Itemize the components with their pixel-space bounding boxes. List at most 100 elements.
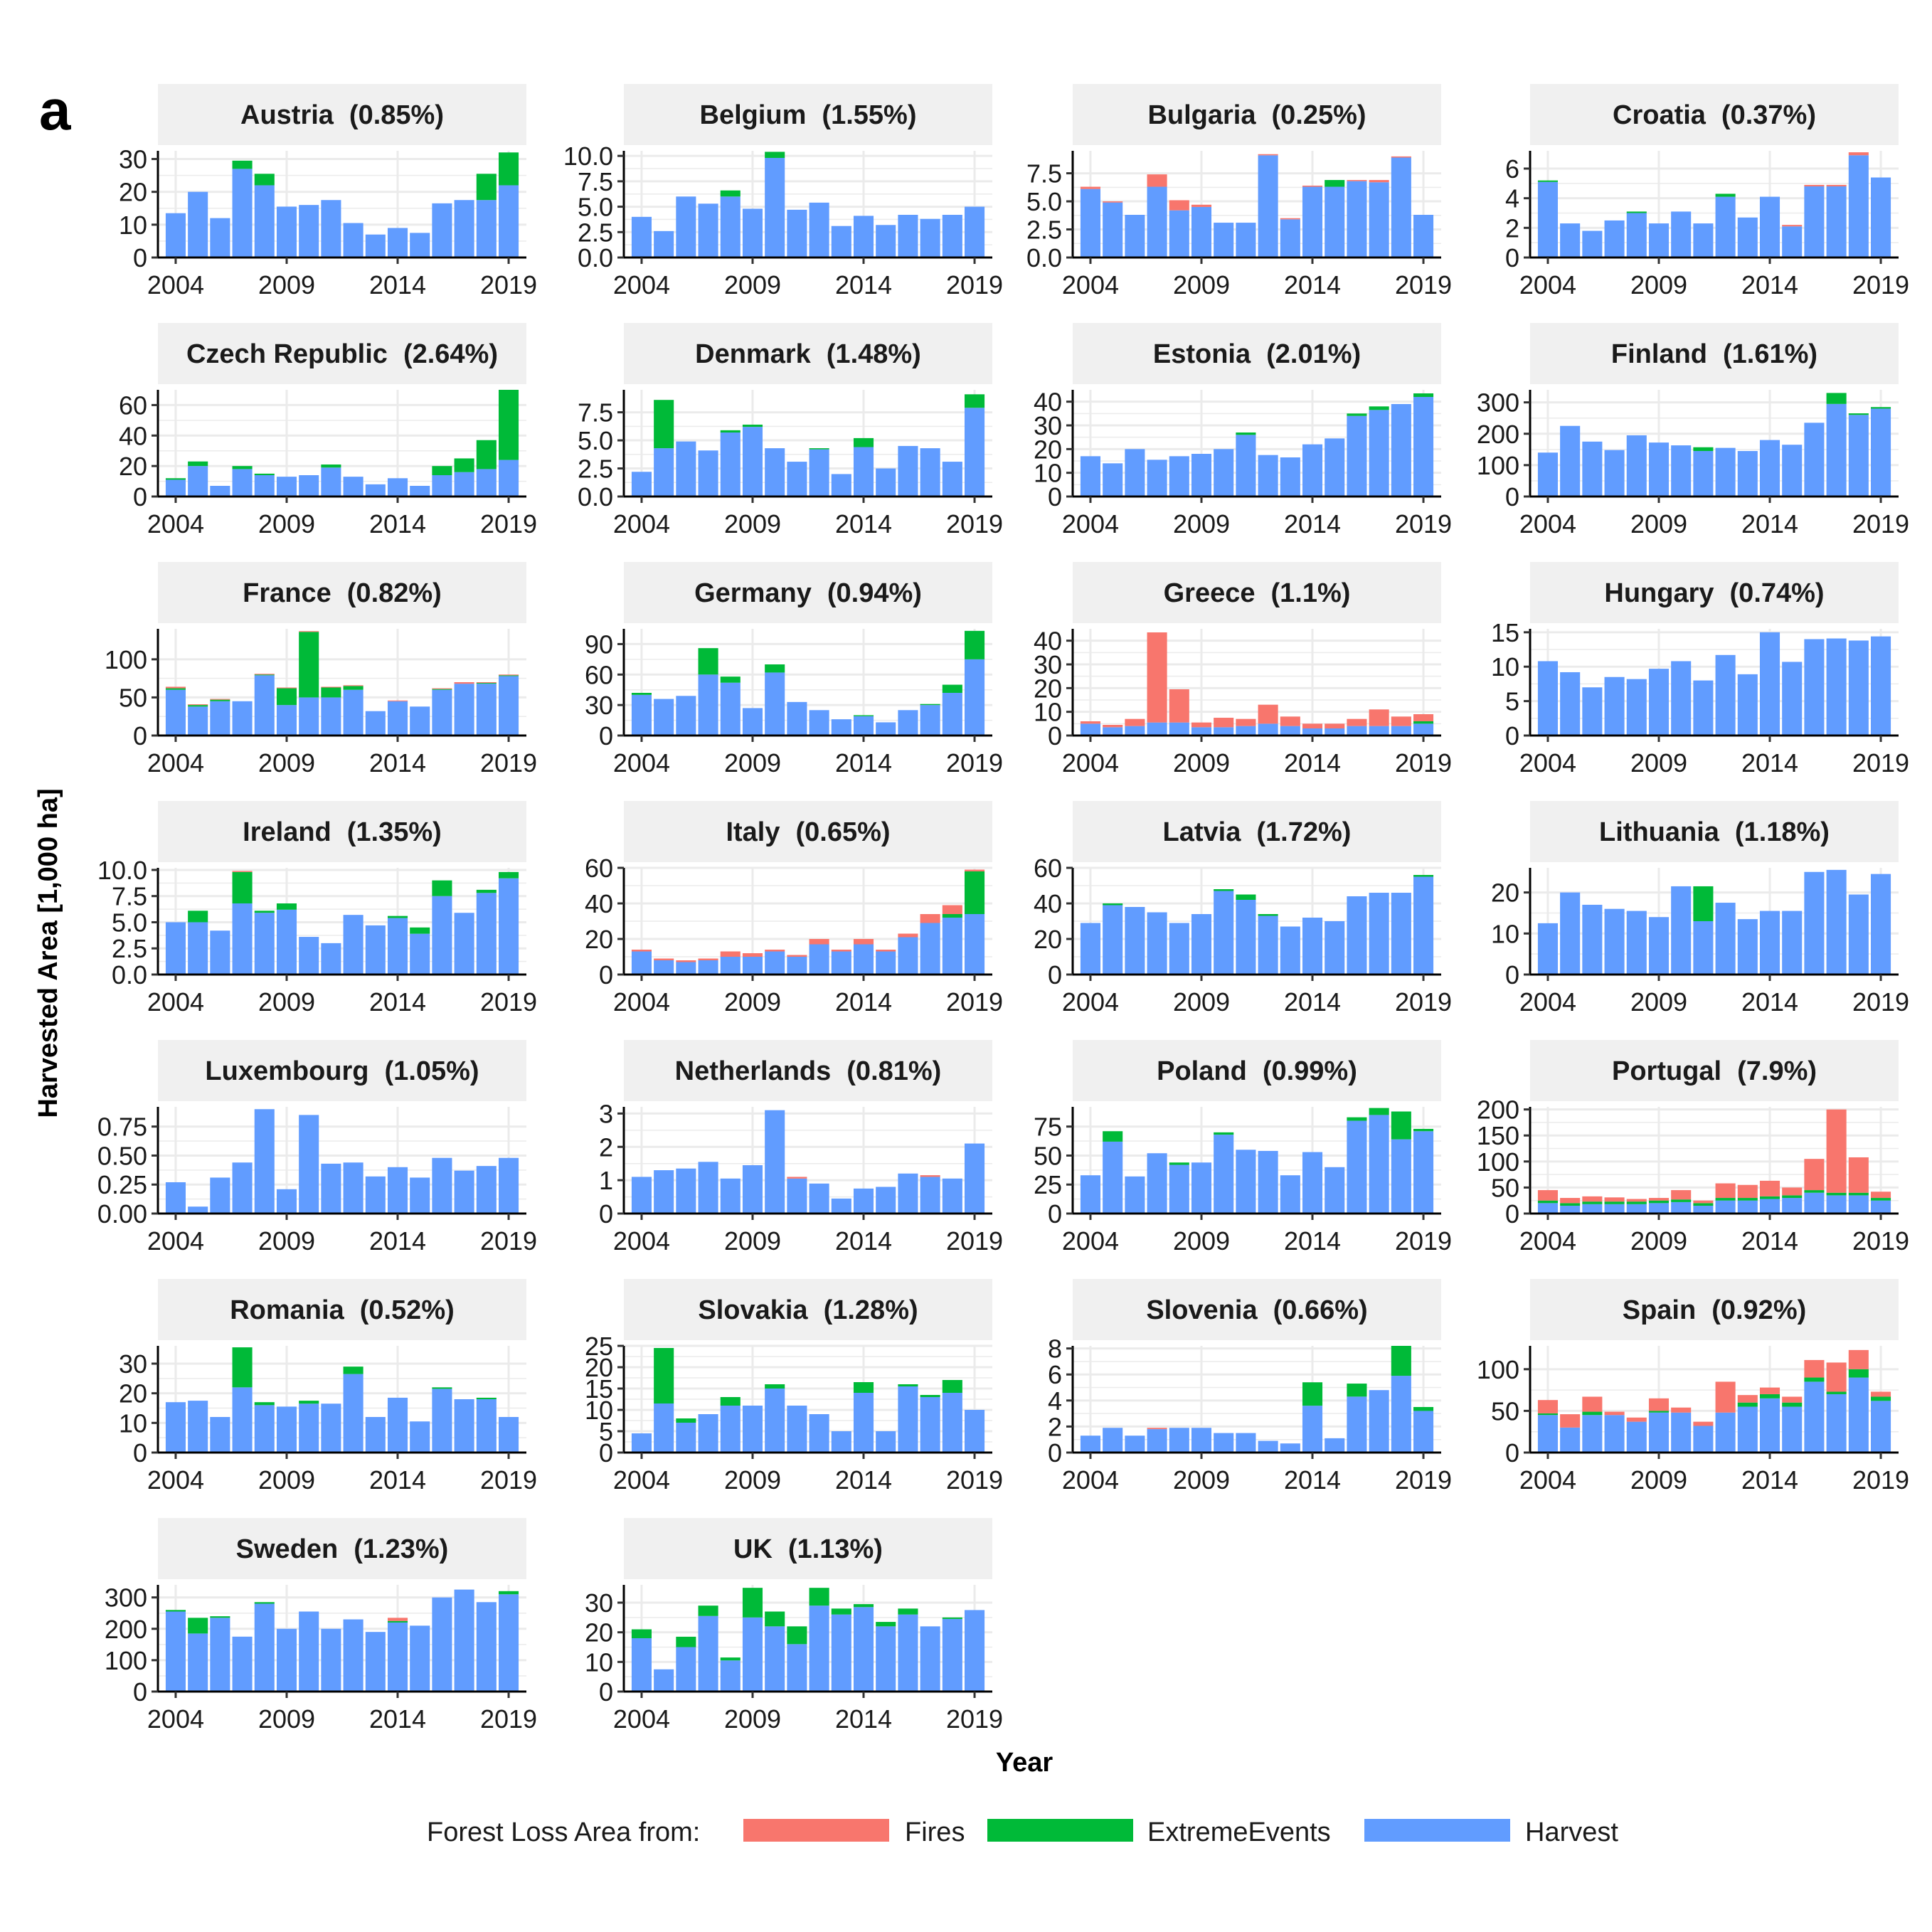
bar-harvest-2005 [1103, 727, 1123, 736]
bar-harvest-2010 [765, 448, 785, 497]
bar-fires-2011 [787, 1177, 807, 1179]
x-tick-label: 2019 [946, 748, 1003, 777]
bar-extreme-2018 [476, 1397, 497, 1399]
bar-extreme-2018 [476, 440, 497, 469]
bar-extreme-2017 [454, 458, 474, 472]
x-tick-label: 2004 [1062, 987, 1119, 1017]
legend-label-extremeevents: ExtremeEvents [1147, 1817, 1331, 1847]
bar-extreme-2011 [787, 1626, 807, 1645]
bar-harvest-2014 [1759, 911, 1780, 975]
y-tick-label: 20 [585, 1353, 613, 1382]
facet-strip [1530, 323, 1899, 384]
bar-harvest-2013 [1737, 217, 1758, 258]
bar-harvest-2018 [1848, 640, 1869, 736]
bar-harvest-2008 [1626, 213, 1647, 258]
x-tick-label: 2009 [258, 1704, 315, 1734]
bar-harvest-2011 [321, 200, 341, 258]
bar-harvest-2007 [232, 701, 253, 736]
bar-extreme-2016 [898, 1608, 918, 1615]
y-tick-label: 30 [1034, 650, 1062, 679]
bar-harvest-2013 [831, 225, 851, 258]
y-axis-title: Harvested Area [1,000 ha] [33, 788, 63, 1118]
bar-fires-2015 [1325, 723, 1345, 728]
y-tick-label: 40 [585, 889, 613, 918]
bar-fires-2016 [1804, 1159, 1825, 1191]
bar-harvest-2007 [1147, 1153, 1167, 1214]
bar-harvest-2010 [765, 951, 785, 975]
x-tick-label: 2004 [1062, 270, 1119, 299]
bar-harvest-2019 [1870, 408, 1891, 497]
bar-harvest-2019 [964, 1410, 985, 1453]
x-tick-label: 2019 [1395, 270, 1452, 299]
bar-fires-2007 [698, 958, 718, 960]
facet-title: Sweden (1.23%) [236, 1534, 449, 1564]
x-tick-label: 2004 [1519, 748, 1576, 777]
bar-harvest-2019 [1870, 177, 1891, 258]
bar-harvest-2008 [720, 1660, 741, 1692]
bar-fires-2011 [787, 955, 807, 957]
bars [165, 152, 519, 258]
bar-extreme-2016 [1804, 1190, 1825, 1193]
bar-extreme-2014 [387, 1620, 408, 1623]
bar-fires-2014 [853, 939, 874, 945]
bar-extreme-2006 [210, 1616, 230, 1618]
y-tick-label: 5 [1505, 687, 1519, 716]
bar-harvest-2016 [1804, 1192, 1825, 1214]
y-tick-label: 200 [105, 1615, 147, 1644]
y-tick-label: 4 [1048, 1386, 1062, 1416]
y-tick-label: 100 [1477, 1147, 1519, 1177]
x-tick-label: 2019 [1395, 1226, 1452, 1256]
bar-harvest-2005 [654, 1170, 674, 1214]
y-tick-label: 0 [133, 721, 147, 750]
y-tick-label: 0 [1048, 960, 1062, 989]
bar-harvest-2013 [831, 474, 851, 497]
facet-title: Luxembourg (1.05%) [205, 1056, 479, 1086]
bar-harvest-2018 [476, 1399, 497, 1453]
bar-harvest-2010 [299, 937, 319, 975]
bar-harvest-2009 [1648, 442, 1670, 497]
bar-harvest-2009 [276, 477, 297, 497]
bar-harvest-2009 [742, 1165, 763, 1214]
bar-extreme-2018 [942, 1617, 962, 1619]
x-tick-label: 2014 [835, 1465, 892, 1495]
bar-harvest-2018 [476, 200, 497, 258]
bars [631, 1110, 985, 1214]
bar-harvest-2014 [387, 228, 408, 258]
bar-harvest-2014 [853, 1393, 874, 1453]
y-tick-label: 20 [585, 925, 613, 954]
bar-fires-2008 [1169, 200, 1189, 211]
bar-harvest-2004 [1537, 452, 1559, 497]
facet-hungary: Hungary (0.74%) 0 5 10 15 2004 2009 2014 2019 [1491, 562, 1909, 777]
bar-harvest-2011 [787, 209, 807, 258]
y-tick-label: 0 [599, 1677, 613, 1707]
bar-extreme-2019 [1413, 1128, 1434, 1132]
bar-harvest-2010 [1214, 1135, 1234, 1214]
y-tick-label: 15 [1491, 618, 1519, 647]
bar-extreme-2017 [920, 1395, 940, 1397]
bar-harvest-2015 [1782, 1198, 1803, 1214]
bar-harvest-2018 [476, 893, 497, 975]
bar-harvest-2011 [1236, 1150, 1256, 1214]
x-tick-label: 2009 [1173, 748, 1230, 777]
x-tick-label: 2009 [1173, 987, 1230, 1017]
bar-harvest-2005 [188, 922, 208, 975]
x-tick-label: 2019 [480, 1226, 537, 1256]
bar-harvest-2006 [1125, 449, 1145, 497]
bar-harvest-2014 [1302, 1406, 1323, 1453]
bar-fires-2011 [321, 686, 341, 688]
x-tick-label: 2009 [1173, 509, 1230, 538]
bar-extreme-2011 [1693, 447, 1714, 452]
bar-harvest-2018 [1391, 893, 1411, 975]
bar-harvest-2019 [1870, 636, 1891, 736]
bar-harvest-2014 [387, 1622, 408, 1692]
bar-harvest-2009 [1191, 1428, 1212, 1453]
facet-strip [158, 1518, 526, 1579]
facet-country: Czech Republic [186, 339, 388, 369]
bar-harvest-2010 [1671, 211, 1692, 258]
bar-harvest-2014 [1759, 1398, 1780, 1453]
bar-harvest-2012 [343, 223, 363, 258]
bar-harvest-2005 [1560, 892, 1581, 975]
y-tick-label: 0.0 [1026, 243, 1062, 272]
bar-harvest-2011 [1236, 726, 1256, 736]
